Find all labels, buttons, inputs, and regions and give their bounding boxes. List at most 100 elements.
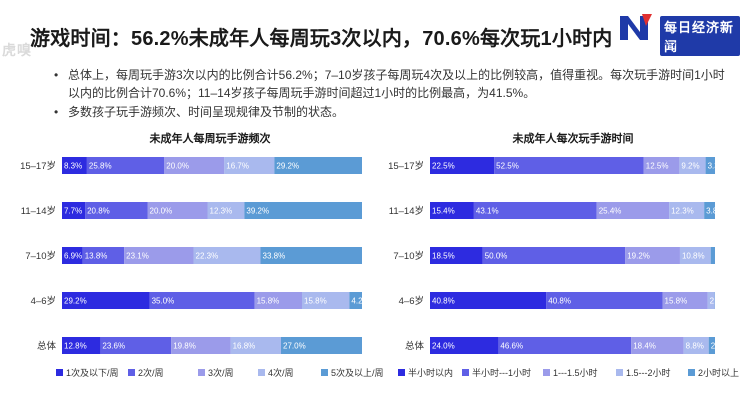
bar-segment [662,292,708,309]
legend-label: 2次/周 [138,367,164,378]
data-label: 12.3% [671,207,694,216]
data-label: 9.2% [681,162,699,171]
bar-segment [164,157,225,174]
data-label: 7.7% [64,207,82,216]
legend-label: 半小时---1小时 [472,367,531,378]
chart-title: 未成年人每次玩手游时间 [512,131,634,145]
bar-segment [193,247,261,264]
bar-segment [281,337,362,354]
bar-segment [546,292,663,309]
category-label: 4–6岁 [399,295,424,307]
bar-segment [482,247,626,264]
data-label: 12.8% [64,342,87,351]
data-label: 50.0% [485,252,508,261]
bar-segment [224,157,275,174]
legend-swatch [56,369,63,376]
category-label: 总体 [37,340,57,352]
bar-segment [171,337,231,354]
bar-segment [302,292,350,309]
bar-segment [349,292,362,309]
category-label: 15–17岁 [20,160,56,172]
data-label: 20.8% [87,207,110,216]
bar-segment [643,157,680,174]
bar-segment [230,337,281,354]
bullet-item: 总体上，每周玩手游3次以内的比例合计56.2%；7–10岁孩子每周玩4次及以上的… [54,66,730,102]
bar-segment [473,202,597,219]
legend-swatch [543,369,550,376]
bar-segment [430,202,474,219]
data-label: 18.5% [432,252,455,261]
legend-swatch [321,369,328,376]
legend-swatch [616,369,623,376]
logo-chinese-text: 每日经济新闻 [660,16,740,56]
bar-segment [86,157,165,174]
data-label: 19.8% [173,342,196,351]
data-label: 16.8% [233,342,256,351]
bar-segment [708,337,715,354]
bar-segment [244,202,362,219]
bar-segment [631,337,684,354]
category-label: 11–14岁 [21,205,56,217]
data-label: 13.8% [85,252,108,261]
data-label: 15.4% [432,207,455,216]
data-label: 33.8% [263,252,286,261]
data-label: 27.0% [283,342,306,351]
category-label: 11–14岁 [389,205,424,217]
summary-bullets: 总体上，每周玩手游3次以内的比例合计56.2%；7–10岁孩子每周玩4次及以上的… [54,66,730,122]
bar-segment [274,157,362,174]
chart-title: 未成年人每周玩手游频次 [149,131,271,145]
bar-segment [62,292,150,309]
bar-segment [679,247,711,264]
data-label: 25.4% [599,207,622,216]
data-label: 24.0% [432,342,455,351]
legend-swatch [128,369,135,376]
brand-logo: 每日经济新闻 NATIONAL BUSINESS DAILY [616,10,740,56]
data-label: 16.7% [226,162,249,171]
bar-segment [430,247,483,264]
bar-segment [149,292,255,309]
bar-segment [430,157,495,174]
data-label: 3.8% [706,207,724,216]
legend-swatch [688,369,695,376]
category-label: 15–17岁 [388,160,424,172]
bar-segment [705,157,716,174]
bar-segment [62,247,83,264]
data-label: 15.8% [257,297,280,306]
data-label: 40.8% [548,297,571,306]
bar-segment [254,292,302,309]
bar-segment [85,202,148,219]
data-label: 23.6% [102,342,125,351]
data-label: 46.6% [500,342,523,351]
category-label: 7–10岁 [25,250,56,262]
bar-segment [124,247,194,264]
bar-segment [100,337,172,354]
legend-label: 4次/周 [268,367,294,378]
bar-segment [625,247,680,264]
legend-label: 1---1.5小时 [553,367,598,378]
data-label: 19.2% [627,252,650,261]
bar-segment [704,202,715,219]
bar-segment [62,202,86,219]
bar-segment [62,337,101,354]
bar-segment [498,337,632,354]
legend-label: 3次/周 [208,367,234,378]
data-label: 10.8% [682,252,705,261]
bar-segment [494,157,644,174]
category-label: 7–10岁 [393,250,424,262]
data-label: 2.2% [711,342,729,351]
data-label: 2.5% [710,297,728,306]
legend-swatch [462,369,469,376]
data-label: 40.8% [432,297,455,306]
bar-segment [260,247,362,264]
legend-label: 1.5---2小时 [626,367,671,378]
bar-segment [147,202,208,219]
data-label: 22.3% [196,252,219,261]
legend-swatch [398,369,405,376]
data-label: 6.9% [64,252,82,261]
watermark: 虎嗅 [2,42,32,58]
data-label: 12.3% [210,207,233,216]
logo-n-icon [620,14,652,40]
data-label: 20.0% [150,207,173,216]
data-label: 12.5% [646,162,669,171]
bar-segment [62,157,87,174]
